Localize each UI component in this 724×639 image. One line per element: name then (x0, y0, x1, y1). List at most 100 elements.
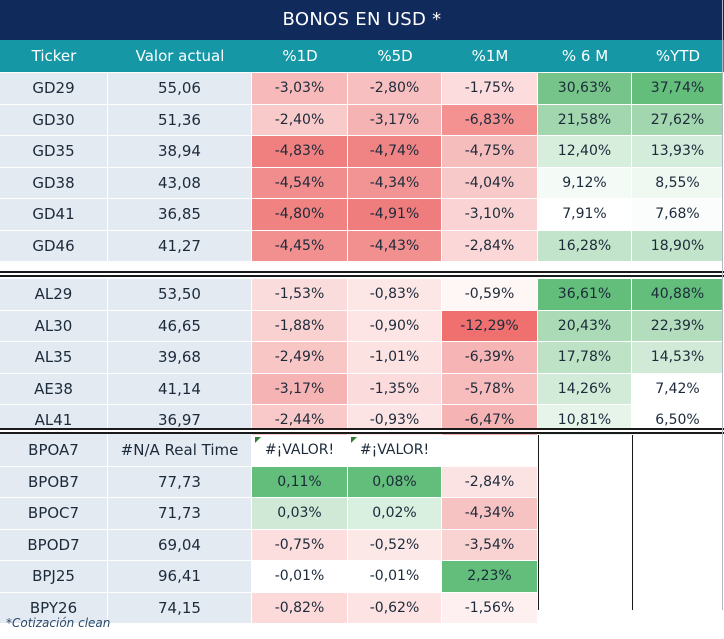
change-cell[interactable]: 14,53% (632, 342, 724, 374)
value-cell[interactable]: 71,73 (108, 498, 252, 530)
change-cell[interactable]: 9,12% (538, 167, 632, 199)
change-cell[interactable]: 18,90% (632, 230, 724, 262)
change-cell[interactable]: 17,78% (538, 342, 632, 374)
value-cell[interactable]: 96,41 (108, 561, 252, 593)
value-cell[interactable]: 51,36 (108, 104, 252, 136)
change-cell[interactable]: -0,75% (252, 529, 348, 561)
change-cell[interactable]: 2,23% (442, 561, 538, 593)
change-cell[interactable]: -0,59% (442, 279, 538, 311)
change-cell[interactable]: -0,01% (348, 561, 442, 593)
ticker-cell[interactable]: BPOC7 (0, 498, 108, 530)
ticker-cell[interactable]: AL35 (0, 342, 108, 374)
value-cell[interactable]: #N/A Real Time (108, 435, 252, 467)
change-cell[interactable]: -4,34% (442, 498, 538, 530)
value-cell[interactable]: 38,94 (108, 136, 252, 168)
change-cell[interactable]: 0,08% (348, 466, 442, 498)
change-cell[interactable] (538, 529, 632, 561)
change-cell[interactable]: -0,52% (348, 529, 442, 561)
value-cell[interactable]: 55,06 (108, 73, 252, 105)
change-cell[interactable]: 36,61% (538, 279, 632, 311)
change-cell[interactable]: -2,80% (348, 73, 442, 105)
ticker-cell[interactable]: GD35 (0, 136, 108, 168)
change-cell[interactable]: -0,62% (348, 592, 442, 624)
change-cell[interactable]: 30,63% (538, 73, 632, 105)
change-cell[interactable]: -4,91% (348, 199, 442, 231)
value-cell[interactable]: 41,27 (108, 230, 252, 262)
ticker-cell[interactable]: BPJ25 (0, 561, 108, 593)
change-cell[interactable]: -1,88% (252, 310, 348, 342)
change-cell[interactable]: 8,55% (632, 167, 724, 199)
ticker-cell[interactable]: GD30 (0, 104, 108, 136)
change-cell[interactable]: -2,84% (442, 466, 538, 498)
change-cell[interactable] (632, 435, 724, 467)
change-cell[interactable] (632, 561, 724, 593)
change-cell[interactable]: -12,29% (442, 310, 538, 342)
change-cell[interactable]: -2,84% (442, 230, 538, 262)
change-cell[interactable] (538, 466, 632, 498)
change-cell[interactable] (632, 592, 724, 624)
change-cell[interactable]: 0,03% (252, 498, 348, 530)
change-cell[interactable]: 16,28% (538, 230, 632, 262)
change-cell[interactable] (538, 498, 632, 530)
value-cell[interactable]: 43,08 (108, 167, 252, 199)
value-cell[interactable]: 46,65 (108, 310, 252, 342)
ticker-cell[interactable]: BPOB7 (0, 466, 108, 498)
ticker-cell[interactable]: BPOA7 (0, 435, 108, 467)
column-header[interactable]: %5D (377, 47, 413, 65)
change-cell[interactable]: -0,90% (348, 310, 442, 342)
change-cell[interactable]: -4,34% (348, 167, 442, 199)
change-cell[interactable]: -2,40% (252, 104, 348, 136)
change-cell[interactable]: 21,58% (538, 104, 632, 136)
change-cell[interactable]: -1,56% (442, 592, 538, 624)
ticker-cell[interactable]: AL29 (0, 279, 108, 311)
change-cell[interactable]: -2,49% (252, 342, 348, 374)
ticker-cell[interactable]: AL30 (0, 310, 108, 342)
change-cell[interactable]: -4,43% (348, 230, 442, 262)
change-cell[interactable] (538, 561, 632, 593)
change-cell[interactable]: -3,17% (348, 104, 442, 136)
change-cell[interactable]: -3,54% (442, 529, 538, 561)
change-cell[interactable]: -1,01% (348, 342, 442, 374)
column-header[interactable]: % 6 M (561, 47, 609, 65)
change-cell[interactable] (632, 498, 724, 530)
change-cell[interactable]: 0,02% (348, 498, 442, 530)
change-cell[interactable]: -5,78% (442, 373, 538, 405)
change-cell[interactable]: -4,80% (252, 199, 348, 231)
change-cell[interactable]: -4,83% (252, 136, 348, 168)
ticker-cell[interactable]: BPY26 (0, 592, 108, 624)
change-cell[interactable]: 14,26% (538, 373, 632, 405)
change-cell[interactable]: 27,62% (632, 104, 724, 136)
change-cell[interactable] (442, 435, 538, 467)
ticker-cell[interactable]: GD46 (0, 230, 108, 262)
column-header[interactable]: Ticker (31, 47, 77, 65)
change-cell[interactable]: #¡VALOR! (348, 435, 442, 467)
ticker-cell[interactable]: GD41 (0, 199, 108, 231)
change-cell[interactable]: 12,40% (538, 136, 632, 168)
change-cell[interactable]: #¡VALOR! (252, 435, 348, 467)
change-cell[interactable]: -4,75% (442, 136, 538, 168)
change-cell[interactable]: -0,01% (252, 561, 348, 593)
column-header[interactable]: %YTD (655, 47, 701, 65)
value-cell[interactable]: 69,04 (108, 529, 252, 561)
change-cell[interactable]: -1,75% (442, 73, 538, 105)
change-cell[interactable]: -1,35% (348, 373, 442, 405)
change-cell[interactable] (538, 592, 632, 624)
value-cell[interactable]: 53,50 (108, 279, 252, 311)
value-cell[interactable]: 41,14 (108, 373, 252, 405)
change-cell[interactable]: 7,42% (632, 373, 724, 405)
change-cell[interactable]: 0,11% (252, 466, 348, 498)
change-cell[interactable]: -3,17% (252, 373, 348, 405)
change-cell[interactable] (632, 466, 724, 498)
ticker-cell[interactable]: AE38 (0, 373, 108, 405)
change-cell[interactable]: -4,45% (252, 230, 348, 262)
change-cell[interactable]: -4,04% (442, 167, 538, 199)
column-header[interactable]: %1D (282, 47, 318, 65)
change-cell[interactable] (538, 435, 632, 467)
change-cell[interactable]: 7,91% (538, 199, 632, 231)
change-cell[interactable]: 37,74% (632, 73, 724, 105)
ticker-cell[interactable]: GD29 (0, 73, 108, 105)
change-cell[interactable]: 22,39% (632, 310, 724, 342)
column-header[interactable]: Valor actual (135, 47, 225, 65)
value-cell[interactable]: 77,73 (108, 466, 252, 498)
change-cell[interactable]: 40,88% (632, 279, 724, 311)
